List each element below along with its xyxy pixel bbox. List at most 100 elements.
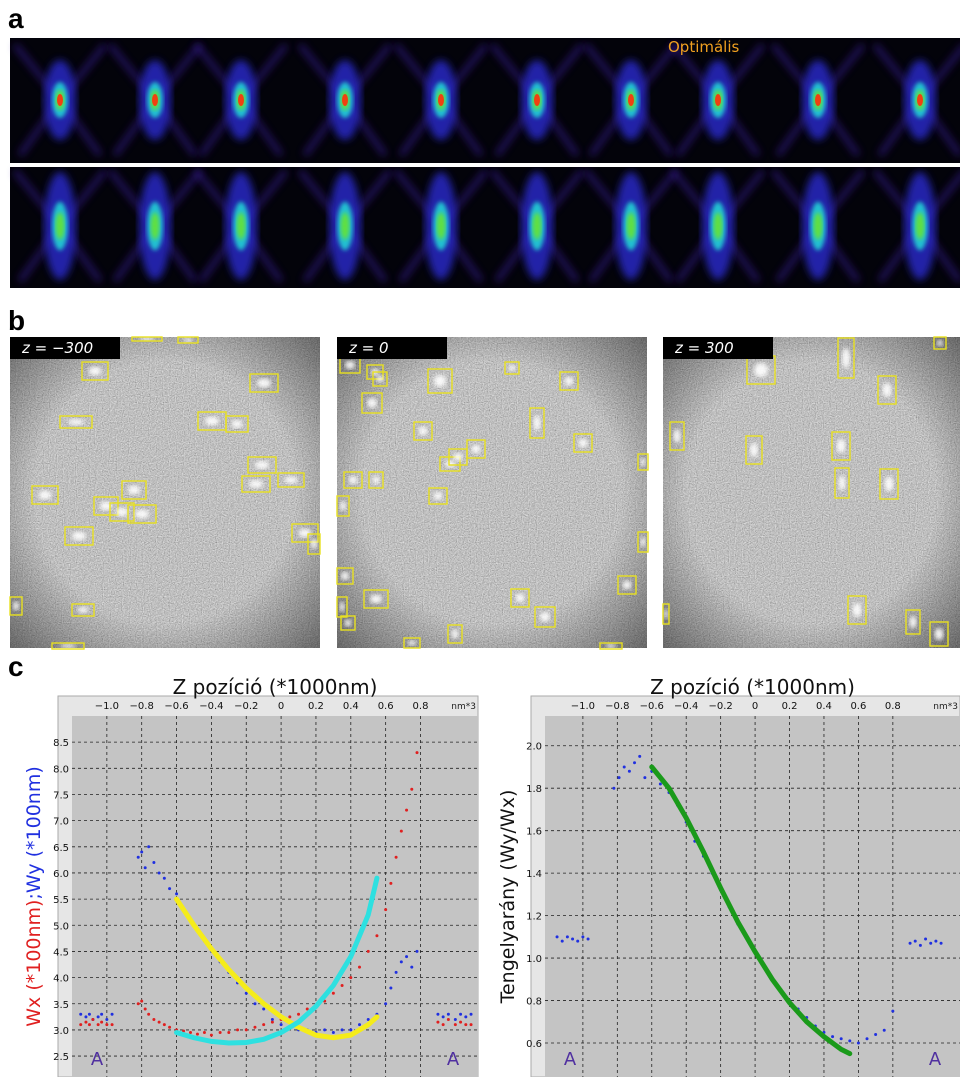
plot-area [72, 716, 478, 1077]
data-point [627, 769, 631, 773]
data-point [253, 1002, 257, 1006]
detection-box [599, 642, 623, 650]
spot [418, 426, 428, 436]
data-point [331, 1031, 335, 1035]
detection-box [71, 603, 95, 617]
spot [453, 453, 463, 461]
spot [13, 601, 19, 611]
detection-box [368, 471, 384, 489]
y-tick-label: 1.8 [526, 784, 542, 795]
psf-core [713, 212, 723, 240]
data-point [415, 751, 419, 755]
data-point [410, 787, 414, 791]
data-point [436, 1020, 440, 1024]
data-point [612, 786, 616, 790]
label-box [10, 337, 120, 359]
x-tick-label: −0.8 [605, 701, 629, 712]
data-point [453, 1017, 457, 1021]
psf-core [150, 212, 160, 240]
data-point [576, 939, 580, 943]
x-tick-label: 0.4 [343, 701, 359, 712]
data-point [908, 941, 912, 945]
spot [622, 580, 632, 590]
spot [673, 429, 681, 443]
spot [77, 607, 89, 613]
detection-box [109, 502, 135, 522]
spot [370, 594, 382, 604]
panel-letter: c [8, 651, 24, 682]
x-tick-label: 0 [752, 701, 758, 712]
spot [937, 340, 943, 346]
detection-box [559, 371, 579, 391]
data-point [162, 876, 166, 880]
data-point [152, 1017, 156, 1021]
label-box [663, 337, 773, 359]
y-tick-label: 6.5 [53, 843, 69, 854]
y-tick-label: 2.5 [53, 1052, 69, 1063]
data-point [924, 937, 928, 941]
spot [68, 419, 84, 425]
data-point [415, 949, 419, 953]
image-group: z = −300 z = 0 z = 300 [9, 336, 960, 650]
psf-peak [438, 94, 444, 106]
spot [754, 363, 768, 377]
x-tick-label: 0.2 [308, 701, 324, 712]
data-point [105, 1017, 109, 1021]
spot [471, 444, 481, 454]
detection-box [64, 526, 94, 546]
data-point [87, 1023, 91, 1027]
panel-letter: b [8, 305, 25, 336]
annotation: A [91, 1049, 104, 1070]
data-point [323, 1028, 327, 1032]
data-point [453, 1023, 457, 1027]
data-point [140, 850, 144, 854]
data-point [349, 976, 353, 980]
detection-box [879, 468, 899, 500]
detection-box [277, 472, 305, 488]
y-tick-label: 8.0 [53, 764, 69, 775]
detection-box [929, 621, 949, 647]
spot [640, 458, 646, 466]
data-point [105, 1023, 109, 1027]
spot [564, 376, 574, 386]
psf [297, 43, 393, 157]
data-point [358, 965, 362, 969]
detection-box [31, 485, 59, 505]
spot [367, 398, 377, 408]
spot [339, 602, 345, 612]
fit-curve [649, 764, 853, 1057]
spot [100, 501, 112, 511]
panel-letter: a [8, 3, 24, 34]
detection-box [573, 433, 593, 453]
data-point [459, 1012, 463, 1016]
z-label: z = 300 [674, 339, 734, 357]
x-tick-label: −0.2 [708, 701, 732, 712]
data-point [399, 960, 403, 964]
data-point [188, 1031, 192, 1035]
psf-core [813, 212, 823, 240]
data-point [331, 991, 335, 995]
detection-box [617, 575, 637, 595]
data-point [236, 1028, 240, 1032]
detection-box [340, 615, 356, 631]
detection-box [81, 361, 109, 381]
plot [555, 754, 943, 1057]
data-point [856, 1041, 860, 1045]
detection-box [336, 596, 348, 618]
data-point [436, 1012, 440, 1016]
chart-title: Z pozíció (*1000nm) [650, 675, 855, 699]
spot [205, 416, 219, 426]
psf-core [915, 212, 925, 240]
spot [508, 365, 516, 371]
psf [107, 43, 203, 157]
data-point [891, 1009, 895, 1013]
data-point [586, 937, 590, 941]
psf-peak [917, 94, 923, 106]
data-point [375, 934, 379, 938]
data-point [84, 1015, 88, 1019]
detection-box [131, 336, 163, 342]
psf [670, 43, 766, 157]
data-point [100, 1012, 104, 1016]
psf-peak [534, 94, 540, 106]
